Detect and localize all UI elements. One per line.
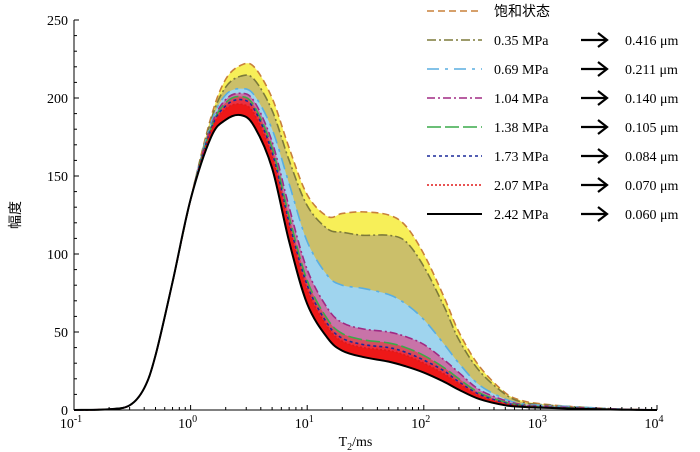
x-tick-label: 102 [411, 414, 430, 432]
arrow-head-icon [597, 32, 609, 48]
legend-radius-label: 0.140 μm [625, 92, 679, 107]
y-tick-label: 50 [54, 326, 68, 341]
arrow-head-icon [597, 148, 609, 164]
legend-radius-label: 0.070 μm [625, 179, 679, 194]
x-tick-label: 10-1 [60, 414, 82, 432]
y-axis-title: 幅度 [8, 201, 24, 229]
legend-pressure-label: 2.07 MPa [494, 179, 549, 194]
legend-pressure-label: 0.35 MPa [494, 34, 549, 49]
x-tick-label: 104 [645, 414, 664, 432]
series-lines [73, 62, 658, 411]
x-axis-title: T2/ms [339, 435, 373, 452]
legend-pressure-label: 2.42 MPa [494, 208, 549, 223]
legend-radius-label: 0.060 μm [625, 208, 679, 223]
legend-pressure-label: 1.73 MPa [494, 150, 549, 165]
arrow-head-icon [597, 61, 609, 77]
legend-radius-label: 0.084 μm [625, 150, 679, 165]
x-tick-label: 100 [178, 414, 197, 432]
arrow-head-icon [597, 119, 609, 135]
y-tick-label: 150 [47, 170, 68, 185]
legend-pressure-label: 1.04 MPa [494, 92, 549, 107]
y-tick-label: 200 [47, 92, 68, 107]
y-tick-label: 100 [47, 248, 68, 263]
legend-pressure-label: 0.69 MPa [494, 63, 549, 78]
legend-pressure-label: 1.38 MPa [494, 121, 549, 136]
x-tick-label: 101 [295, 414, 314, 432]
legend: 饱和状态 0.35 MPa 0.416 μm 0.69 MPa 0.211 μm 1.04… [427, 4, 679, 223]
x-tick-label: 103 [528, 414, 547, 432]
legend-radius-label: 0.105 μm [625, 121, 679, 136]
arrow-head-icon [597, 206, 609, 222]
legend-label-saturated: 饱和状态 [494, 4, 550, 20]
area-2-42-mpa [74, 114, 657, 411]
line-2-42-mpa [73, 113, 658, 411]
y-tick-label: 0 [61, 404, 68, 419]
arrow-head-icon [597, 90, 609, 106]
axes: 0 50 100 150 200 250 10-1 100 101 102 103 104 T2/ms 幅… [8, 14, 664, 452]
legend-radius-label: 0.416 μm [625, 34, 679, 49]
arrow-head-icon [597, 177, 609, 193]
y-tick-label: 250 [47, 14, 68, 29]
line-2-07-mpa [73, 103, 658, 411]
legend-radius-label: 0.211 μm [625, 63, 678, 78]
area-fills [74, 63, 657, 411]
